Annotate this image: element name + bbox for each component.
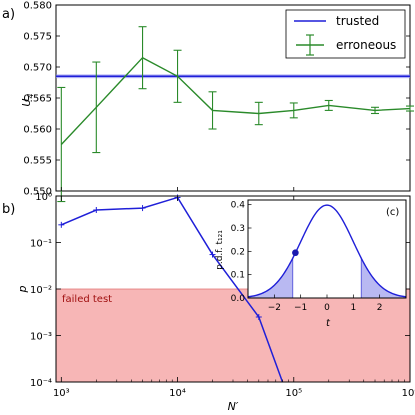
- panel-b-label: b): [2, 202, 15, 217]
- inset-background: [248, 200, 406, 298]
- inset-ytick-label: 0.2: [231, 247, 245, 257]
- inset-shaded-tail: [361, 258, 406, 298]
- panel-a-ytick-label: 0.555: [23, 156, 52, 167]
- panel-b-ytick-label: 10⁻⁴: [30, 378, 52, 389]
- panel-a-ylabel: U4: [20, 93, 35, 106]
- failed-test-label: failed test: [62, 294, 112, 305]
- inset-ytick-label: 0.4: [231, 201, 246, 211]
- panel-b-ytick-label: 10⁻¹: [30, 239, 52, 250]
- panel-c-ylabel: p.d.f. t₁₂₁: [215, 230, 225, 270]
- inset-marker-point: [292, 249, 299, 257]
- inset-shaded-tail: [248, 258, 293, 298]
- panel-a-ytick-label: 0.565: [23, 94, 52, 105]
- inset-xtick-label: −2: [268, 303, 281, 313]
- panel-c-label: (c): [386, 207, 399, 218]
- panel-b-xtick-label: 10⁵: [285, 388, 302, 399]
- failed-test-region: [56, 289, 410, 382]
- panel-c-xlabel: t: [326, 318, 331, 329]
- panel-b-xtick-label: 10³: [53, 388, 70, 399]
- panel-b-xtick-label: 10⁶: [402, 388, 415, 399]
- panel-a: a) 0.550 0.555 0.560 0.565 0.570 0.575 0.580 U…: [2, 1, 414, 203]
- inset-xtick-label: 2: [377, 303, 383, 313]
- panel-a-ytick-label: 0.575: [23, 32, 52, 43]
- panel-b-ytick-label: 10⁻²: [30, 285, 52, 296]
- panel-a-ytick-label: 0.580: [23, 1, 52, 12]
- panel-b-xtick-label: 10⁴: [169, 388, 186, 399]
- panel-b: b) failed test 10³ 10⁴ 10⁵ 10⁶ 10⁻⁴ 10⁻³ 10⁻² 1…: [2, 192, 415, 413]
- panel-b-ylabel: p: [16, 285, 29, 293]
- inset-ytick-label: 0.3: [231, 224, 245, 234]
- inset-xtick-label: −1: [294, 303, 307, 313]
- panel-b-ytick-label: 10⁰: [35, 192, 52, 203]
- inset-xtick-label: 0: [324, 303, 330, 313]
- inset-ytick-label: 0.1: [231, 271, 245, 281]
- inset-pdf-curve: [247, 204, 407, 298]
- inset-xtick-label: 1: [350, 303, 356, 313]
- panel-a-ytick-label: 0.570: [23, 63, 52, 74]
- panel-a-ytick-label: 0.560: [23, 125, 52, 136]
- legend-box: [285, 9, 406, 59]
- panel-a-ytick-label: 0.550: [23, 187, 52, 198]
- panel-a-label: a): [2, 7, 15, 22]
- panel-b-ytick-label: 10⁻³: [30, 332, 52, 343]
- panel-a-legend: trusted erroneous: [285, 9, 406, 59]
- legend-trusted-label: trusted: [336, 14, 379, 28]
- panel-b-xlabel: N′: [228, 400, 239, 413]
- erroneous-line: [60, 56, 411, 145]
- inset-ytick-label: 0.0: [231, 294, 246, 304]
- legend-erroneous-swatch: [296, 34, 324, 56]
- legend-erroneous-label: erroneous: [336, 38, 396, 52]
- panel-c-inset: −2 −1 0 1 2 0.0 0.1 0.2 0.3 0.4 (c) p.d.f. t₁₂₁ t: [215, 199, 407, 329]
